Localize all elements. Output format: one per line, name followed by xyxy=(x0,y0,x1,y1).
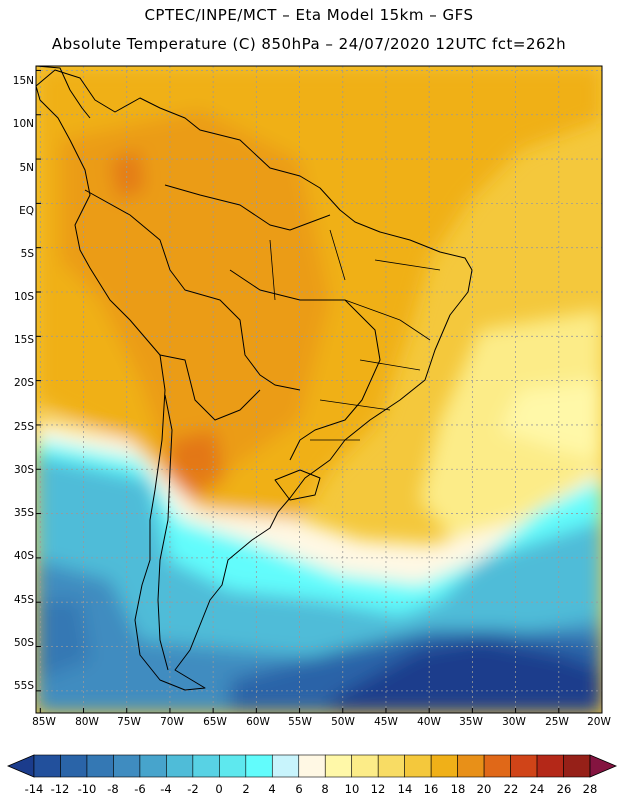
lon-label-40w: 40W xyxy=(417,716,441,728)
colorbar-label-4: -6 xyxy=(134,782,146,796)
graticule xyxy=(36,66,602,713)
central-america-coastline xyxy=(36,66,91,119)
field-zone-20 xyxy=(60,110,330,470)
colorbar-swatch xyxy=(113,754,141,778)
colorbar-swatch xyxy=(457,754,485,778)
colorbar-label-15: 16 xyxy=(423,782,439,796)
colorbar-swatch xyxy=(430,754,458,778)
lat-label-40s: 40S xyxy=(13,550,34,562)
argentina-chile-border xyxy=(157,394,173,671)
lon-label-35w: 35W xyxy=(459,716,483,728)
colorbar-swatch xyxy=(404,754,432,778)
lat-label-20s: 20S xyxy=(13,377,34,389)
colorbar-swatch xyxy=(563,754,591,778)
colorbar-swatch xyxy=(86,754,114,778)
field-zone-10 xyxy=(500,380,602,460)
uruguay-border xyxy=(274,469,321,501)
lat-label-15n: 15N xyxy=(12,75,34,87)
lon-label-25w: 25W xyxy=(545,716,569,728)
lat-label-5s: 5S xyxy=(20,248,34,260)
colorbar-label-8: 2 xyxy=(242,782,250,796)
colorbar-swatch xyxy=(33,754,61,778)
colorbar-swatch xyxy=(510,754,538,778)
lat-label-25s: 25S xyxy=(13,421,34,433)
lon-label-30w: 30W xyxy=(502,716,526,728)
field-zone-minus-14 xyxy=(330,640,602,713)
field-zone-22-north xyxy=(110,150,145,200)
colorbar-label-20: 26 xyxy=(556,782,572,796)
colorbar-swatch xyxy=(271,754,300,778)
brazil-states xyxy=(269,229,441,441)
lat-label-15s: 15S xyxy=(13,334,34,346)
colorbar-arrow-right xyxy=(589,754,618,778)
colorbar-label-5: -4 xyxy=(160,782,172,796)
colorbar-swatch xyxy=(483,754,511,778)
map-frame xyxy=(35,65,603,714)
lat-label-35s: 35S xyxy=(13,507,34,519)
lat-label-55s: 55S xyxy=(13,680,34,692)
colorbar-swatch xyxy=(324,754,353,778)
colorbar-label-21: 28 xyxy=(582,782,598,796)
colorbar-label-9: 4 xyxy=(268,782,276,796)
colorbar-label-3: -8 xyxy=(107,782,119,796)
colorbar-swatch xyxy=(298,754,326,778)
colorbar-label-7: 0 xyxy=(215,782,223,796)
lon-label-65w: 65W xyxy=(203,716,227,728)
field-zone-12 xyxy=(420,310,602,560)
lat-label-eq: EQ xyxy=(19,205,34,217)
lon-label-70w: 70W xyxy=(160,716,184,728)
colorbar-label-12: 10 xyxy=(344,782,360,796)
colorbar-swatch xyxy=(139,754,167,778)
colorbar-label-16: 18 xyxy=(450,782,466,796)
colorbar-swatch xyxy=(192,754,220,778)
lon-label-55w: 55W xyxy=(288,716,312,728)
south-america-coastline xyxy=(36,69,473,691)
colorbar-label-14: 14 xyxy=(397,782,413,796)
colorbar-label-17: 20 xyxy=(476,782,492,796)
colorbar-swatch xyxy=(377,754,405,778)
andean-borders xyxy=(84,189,301,421)
colorbar-label-19: 24 xyxy=(529,782,545,796)
field-zone-22-south xyxy=(165,430,225,500)
colorbar-label-6: -2 xyxy=(187,782,199,796)
colorbar-swatch xyxy=(60,754,88,778)
lon-label-45w: 45W xyxy=(374,716,398,728)
colorbar xyxy=(6,754,618,778)
chart-title-line-2: Absolute Temperature (C) 850hPa – 24/07/… xyxy=(51,35,567,53)
lon-label-50w: 50W xyxy=(331,716,355,728)
colorbar-label-2: -10 xyxy=(77,782,97,796)
field-zone-minus-8 xyxy=(36,600,90,680)
lat-label-50s: 50S xyxy=(13,637,34,649)
colorbar-label-0: -14 xyxy=(24,782,44,796)
lon-label-80w: 80W xyxy=(75,716,99,728)
lat-label-45s: 45S xyxy=(13,594,34,606)
colorbar-label-13: 12 xyxy=(370,782,386,796)
colorbar-arrow-left xyxy=(6,754,35,778)
colorbar-swatch xyxy=(219,754,247,778)
colorbar-swatch xyxy=(166,754,194,778)
lon-label-85w: 85W xyxy=(32,716,56,728)
lon-label-75w: 75W xyxy=(117,716,141,728)
lat-label-10s: 10S xyxy=(13,291,34,303)
axis-ticks xyxy=(36,69,603,713)
colorbar-swatch xyxy=(351,754,379,778)
colorbar-swatch xyxy=(245,754,273,778)
lon-label-20w: 20W xyxy=(587,716,611,728)
colorbar-label-1: -12 xyxy=(50,782,70,796)
colorbar-label-10: 6 xyxy=(295,782,303,796)
brazil-border xyxy=(164,184,381,461)
lon-label-60w: 60W xyxy=(246,716,270,728)
chart-title-line-1: CPTEC/INPE/MCT – Eta Model 15km – GFS xyxy=(144,6,474,24)
colorbar-label-18: 22 xyxy=(503,782,519,796)
lat-label-10n: 10N xyxy=(12,118,34,130)
lat-label-30s: 30S xyxy=(13,464,34,476)
colorbar-label-11: 8 xyxy=(321,782,329,796)
lat-label-5n: 5N xyxy=(19,162,34,174)
colorbar-swatch xyxy=(536,754,564,778)
